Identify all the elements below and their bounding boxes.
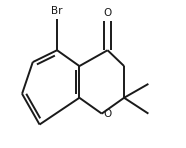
Text: O: O xyxy=(103,8,112,18)
Text: O: O xyxy=(104,109,112,119)
Text: Br: Br xyxy=(51,6,63,16)
